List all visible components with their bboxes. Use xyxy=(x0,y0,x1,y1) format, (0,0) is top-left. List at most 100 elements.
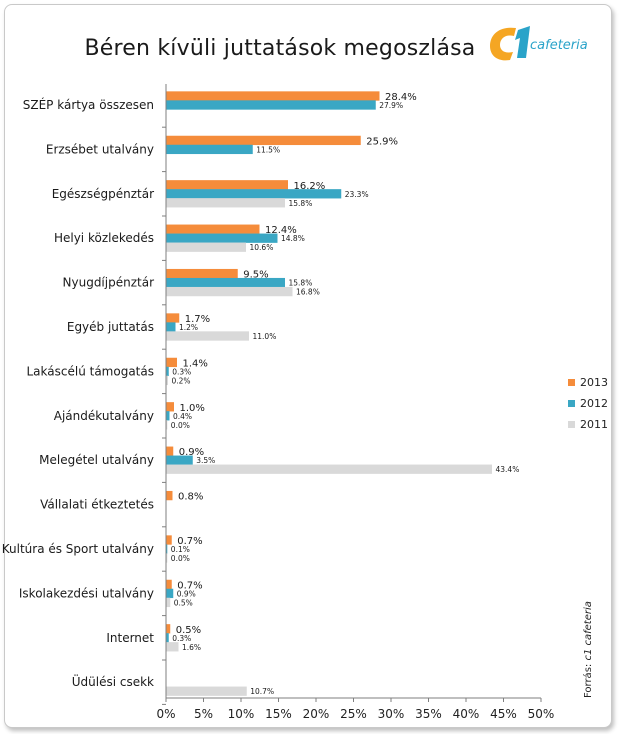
x-tick-label: 10% xyxy=(228,707,255,721)
category-label: Nyugdíjpénztár xyxy=(63,276,155,290)
bar-2013 xyxy=(166,135,361,146)
x-tick-label: 30% xyxy=(378,707,405,721)
bar-2011 xyxy=(166,198,285,208)
category-label: Egyéb juttatás xyxy=(67,320,154,334)
legend-swatch-2011 xyxy=(568,421,575,428)
data-label-2013: 12.4% xyxy=(265,225,297,236)
bar-2013 xyxy=(166,579,172,590)
x-tick-label: 25% xyxy=(340,707,367,721)
data-label-2012: 14.8% xyxy=(281,234,305,243)
data-label-2011: 0.5% xyxy=(174,598,193,607)
data-label-2011: 0.0% xyxy=(171,554,190,563)
category-label: Kultúra és Sport utalvány xyxy=(2,542,154,556)
bar-2011 xyxy=(166,464,492,474)
source-prefix: Forrás: xyxy=(583,660,594,698)
bar-2013 xyxy=(166,535,172,545)
c1-cafeteria-logo xyxy=(490,26,530,61)
bar-2013 xyxy=(166,180,288,190)
data-label-2011: 43.4% xyxy=(496,465,520,474)
legend: 2013 2012 2011 xyxy=(568,372,608,435)
category-label: Iskolakezdési utalvány xyxy=(19,586,154,600)
data-label-2011: 10.6% xyxy=(250,243,274,252)
chart-title: Béren kívüli juttatások megoszlása xyxy=(84,36,476,61)
x-tick-label: 5% xyxy=(194,707,213,721)
data-label-2012: 0.3% xyxy=(172,367,191,376)
legend-item-2013: 2013 xyxy=(568,372,608,393)
category-label: Melegétel utalvány xyxy=(39,453,154,467)
data-label-2013: 1.4% xyxy=(183,358,208,369)
x-tick-label: 35% xyxy=(415,707,442,721)
data-label-2013: 0.7% xyxy=(177,536,202,547)
bar-2012 xyxy=(166,411,170,421)
category-label: Lakáscélú támogatás xyxy=(27,364,155,378)
data-label-2013: 25.9% xyxy=(366,136,398,147)
logo-c-shape xyxy=(490,27,516,61)
category-label: Vállalati étkeztetés xyxy=(40,498,154,512)
data-label-2011: 1.6% xyxy=(182,643,201,652)
x-tick-label: 15% xyxy=(265,707,292,721)
bar-2011 xyxy=(166,286,293,297)
bar-2011 xyxy=(166,597,171,608)
x-tick-label: 40% xyxy=(453,707,480,721)
bar-2013 xyxy=(166,624,171,634)
category-label: Erzsébet utalvány xyxy=(46,142,154,156)
bar-2013 xyxy=(166,268,238,279)
bar-2012 xyxy=(166,455,193,465)
data-label-2012: 0.1% xyxy=(171,545,190,554)
source-name: c1 cafeteria xyxy=(583,601,594,661)
bar-2011 xyxy=(166,375,168,386)
logo-one-shape xyxy=(515,26,530,58)
data-label-2011: 15.8% xyxy=(289,199,313,208)
data-label-2013: 0.8% xyxy=(178,492,203,503)
bar-2012 xyxy=(166,144,253,155)
bar-2012 xyxy=(166,189,342,199)
data-label-2013: 28.4% xyxy=(385,92,417,103)
x-tick-label: 0% xyxy=(156,707,175,721)
bar-2011 xyxy=(166,553,168,563)
data-label-2013: 16.2% xyxy=(294,181,326,192)
bar-2011 xyxy=(166,242,246,252)
data-label-2012: 23.3% xyxy=(345,190,369,199)
bar-2012 xyxy=(166,366,169,377)
bar-2013 xyxy=(166,91,380,101)
data-label-2013: 0.5% xyxy=(176,625,201,636)
data-label-2011: 0.0% xyxy=(171,421,190,430)
bar-2011 xyxy=(166,686,247,696)
bar-2013 xyxy=(166,313,180,323)
data-label-2013: 0.7% xyxy=(177,580,202,591)
data-label-2013: 1.0% xyxy=(180,403,205,414)
data-label-2012: 0.4% xyxy=(173,412,192,421)
logo-text: cafeteria xyxy=(530,38,588,53)
category-label: Üdülési csekk xyxy=(72,673,154,689)
bar-2011 xyxy=(166,420,168,430)
bar-2011 xyxy=(166,331,249,341)
category-label: Egészségpénztár xyxy=(52,187,154,201)
data-label-2011: 16.8% xyxy=(296,288,320,297)
bar-2012 xyxy=(166,633,169,643)
bar-2013 xyxy=(166,224,260,234)
bar-2013 xyxy=(166,446,174,456)
data-label-2011: 10.7% xyxy=(250,687,274,696)
data-label-2012: 15.8% xyxy=(289,279,313,288)
bar-2012 xyxy=(166,100,376,110)
data-label-2011: 0.2% xyxy=(172,376,191,385)
data-label-2013: 1.7% xyxy=(185,314,210,325)
bar-2013 xyxy=(166,402,174,412)
data-label-2012: 11.5% xyxy=(256,145,280,154)
legend-label-2011: 2011 xyxy=(580,418,608,431)
bar-2012 xyxy=(166,544,168,554)
bar-2012 xyxy=(166,277,285,288)
legend-swatch-2012 xyxy=(568,400,575,407)
category-label: SZÉP kártya összesen xyxy=(23,97,154,112)
legend-item-2012: 2012 xyxy=(568,393,608,414)
category-label: Helyi közlekedés xyxy=(54,231,154,245)
bar-2012 xyxy=(166,588,174,599)
bar-2012 xyxy=(166,322,176,332)
data-label-2012: 27.9% xyxy=(379,101,403,110)
data-label-2011: 11.0% xyxy=(253,332,277,341)
bar-2012 xyxy=(166,233,278,243)
source-note: Forrás: c1 cafeteria xyxy=(583,601,594,698)
legend-swatch-2013 xyxy=(568,379,575,386)
bar-2013 xyxy=(166,357,177,368)
